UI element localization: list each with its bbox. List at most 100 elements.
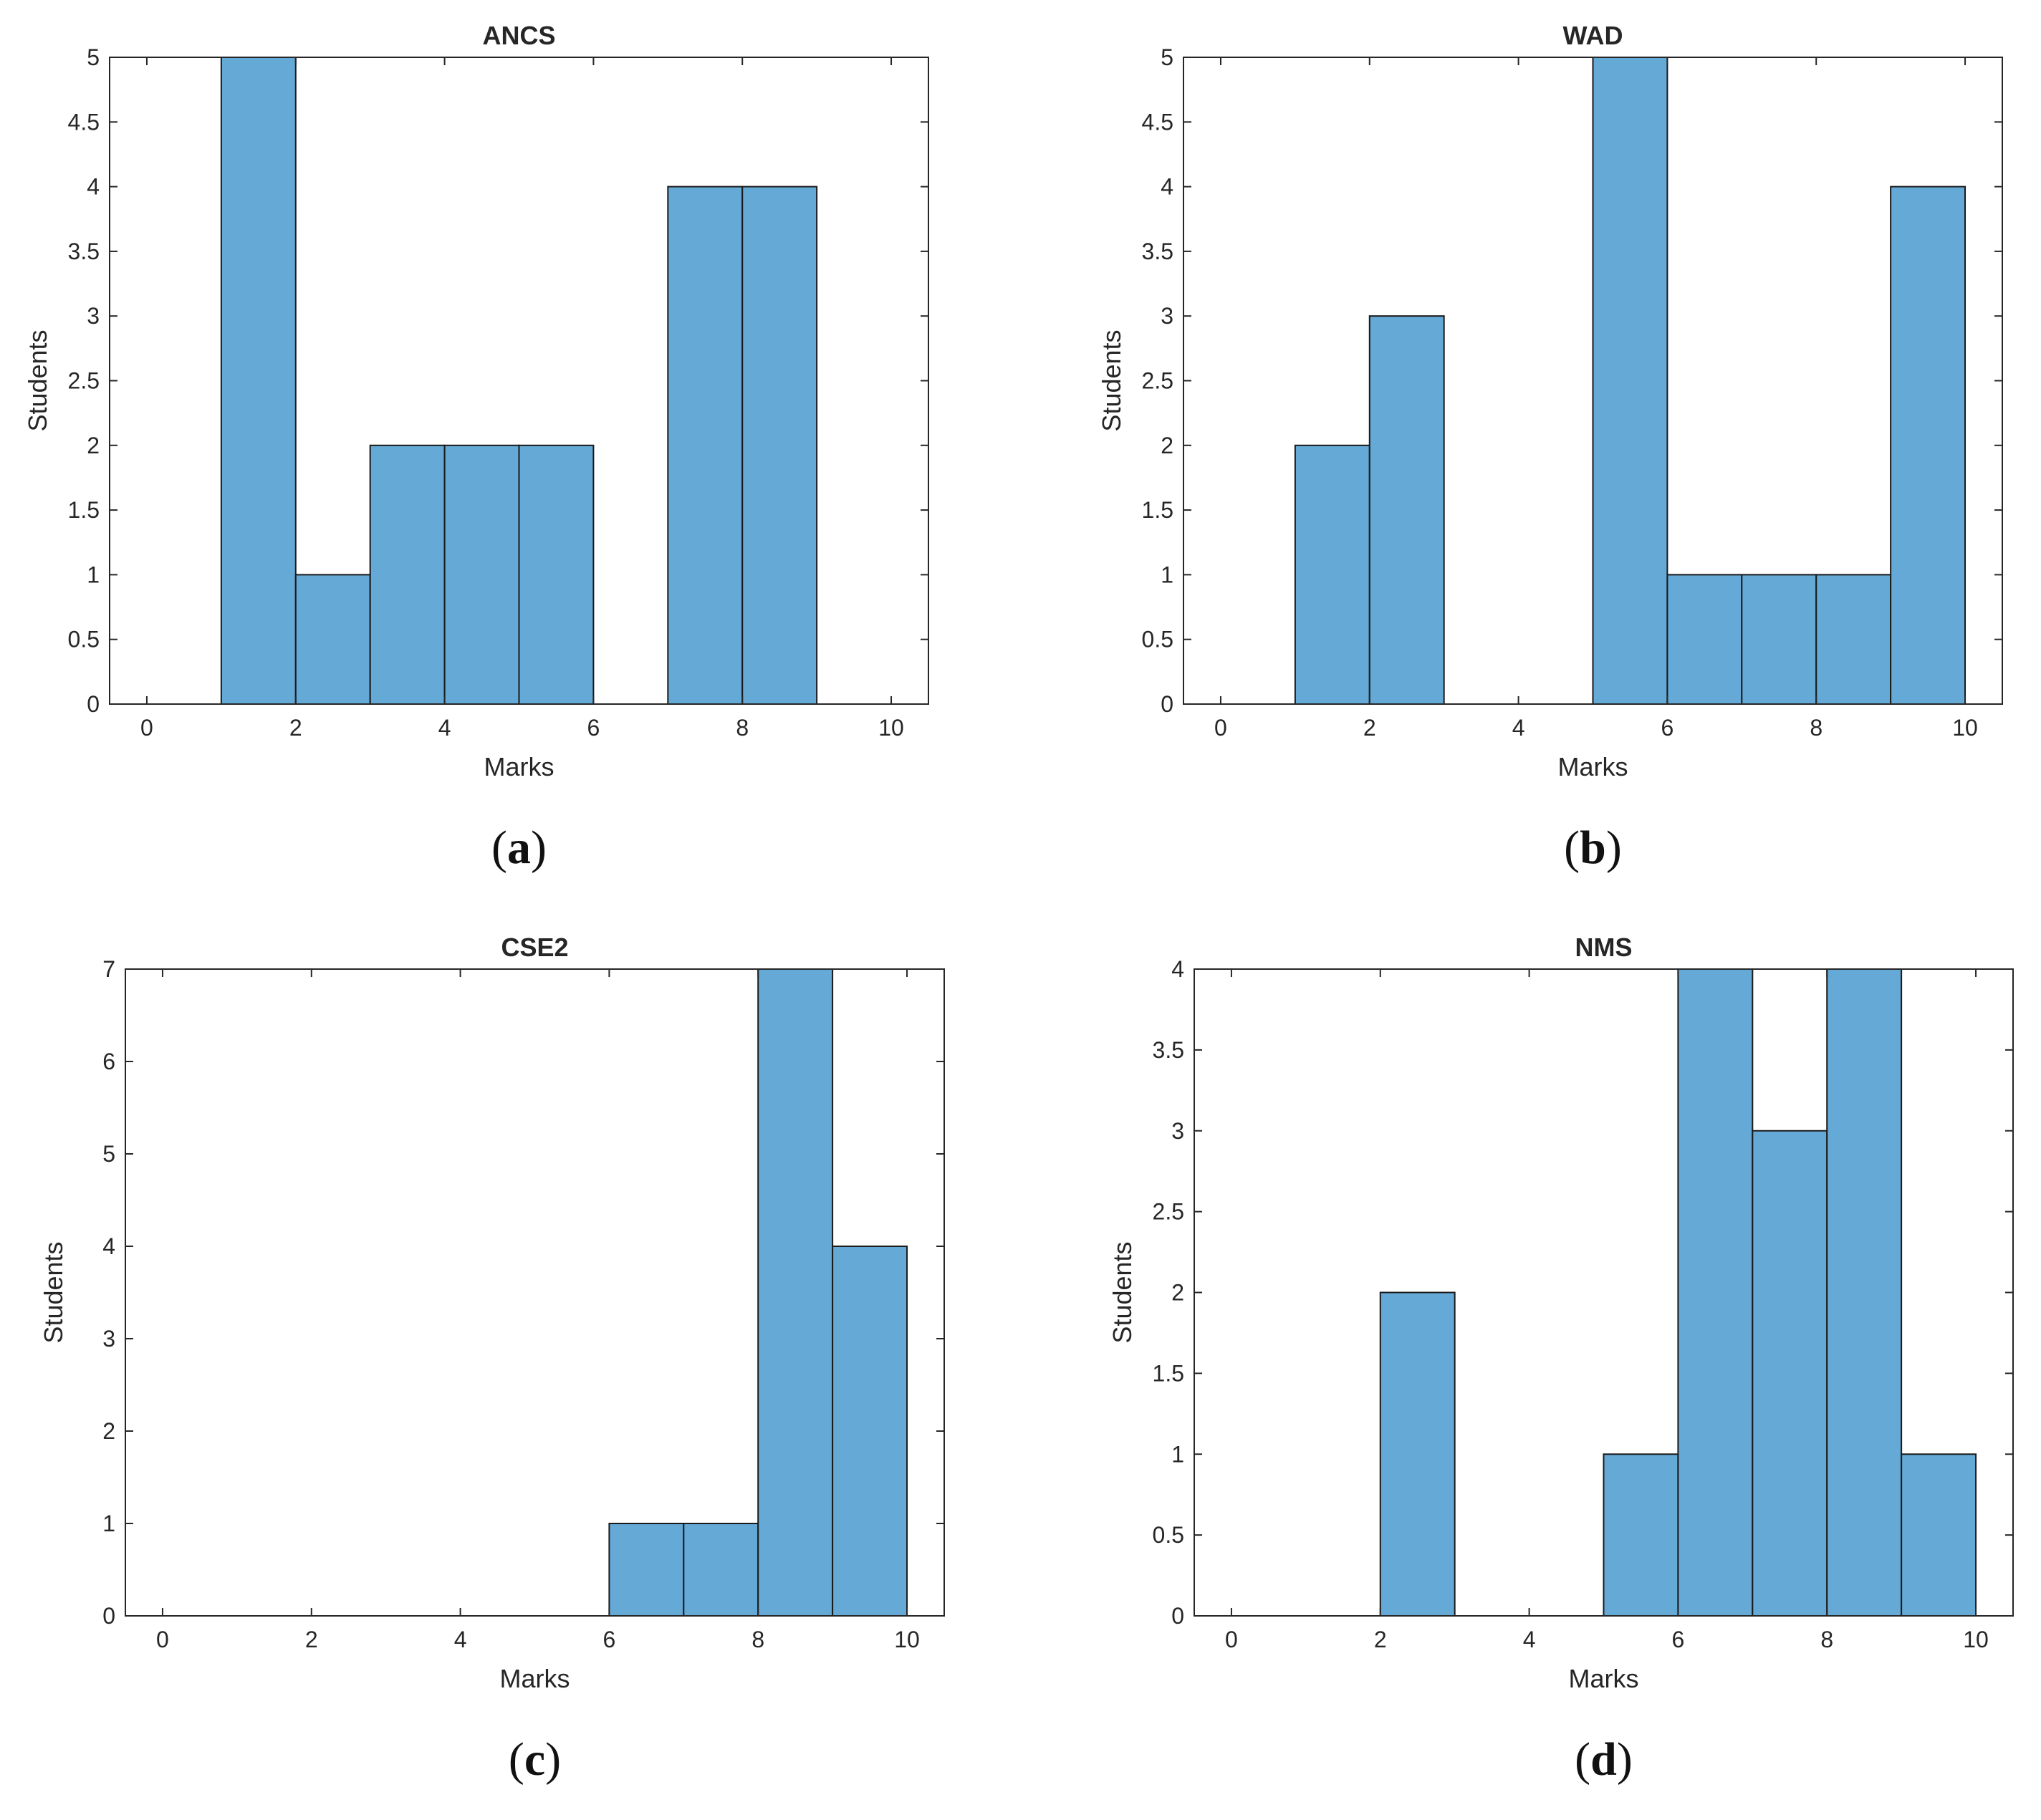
- y-tick-label: 3.5: [68, 239, 100, 264]
- y-tick-label: 6: [102, 1049, 115, 1074]
- y-tick-label: 3.5: [1142, 239, 1173, 264]
- chart-title: CSE2: [501, 933, 568, 962]
- y-tick-label: 2: [102, 1418, 115, 1444]
- histogram-bar: [1592, 57, 1668, 705]
- chart-panel-d: 0 2 4 6 8 10 0 0.5 1 1.5 2 2.5 3 3.5 4 NMS Marks Students…: [1108, 933, 2014, 1786]
- y-tick-label: 3: [1161, 303, 1173, 329]
- y-tick-label: 1: [1171, 1441, 1184, 1467]
- x-tick-label: 0: [156, 1627, 169, 1652]
- y-tick-label: 5: [87, 44, 100, 70]
- histogram-bar: [1826, 968, 1903, 1617]
- x-tick-label: 4: [1512, 715, 1525, 741]
- histogram-bar: [1752, 1130, 1828, 1617]
- x-tick-label: 6: [1661, 715, 1674, 741]
- histogram-bar: [1368, 315, 1445, 705]
- histogram-bar: [1666, 574, 1743, 706]
- y-tick-label: 1: [87, 562, 100, 587]
- histogram-bar: [220, 57, 297, 705]
- x-tick-label: 0: [1225, 1627, 1238, 1652]
- chart-panel-a: 0 2 4 6 8 10 0 0.5 1 1.5 2 2.5 3 3.5 4 4.5 5 ANCS Marks Stu…: [23, 21, 929, 874]
- y-tick-label: 5: [102, 1141, 115, 1167]
- panel-caption: (c): [509, 1733, 561, 1786]
- y-tick-label: 0: [1161, 691, 1173, 717]
- histogram-bar: [1294, 444, 1370, 705]
- y-tick-label: 1.5: [68, 497, 100, 523]
- panel-caption: (a): [491, 822, 547, 874]
- y-tick-label: 0.5: [68, 627, 100, 653]
- chart-title: NMS: [1575, 933, 1633, 962]
- histogram-bar: [667, 186, 744, 706]
- y-axis-label: Students: [1097, 329, 1126, 431]
- y-tick-label: 3: [87, 303, 100, 329]
- panel-caption: (d): [1575, 1733, 1633, 1786]
- y-tick-label: 2.5: [68, 368, 100, 394]
- y-tick-label: 1: [102, 1511, 115, 1536]
- histogram-bar: [518, 444, 595, 705]
- y-tick-label: 0.5: [1142, 627, 1173, 653]
- x-axis-label: Marks: [1569, 1664, 1639, 1693]
- histogram-bar: [369, 444, 446, 705]
- y-tick-label: 0.5: [1153, 1522, 1184, 1548]
- x-tick-label: 10: [1952, 715, 1978, 741]
- chart-panel-c: 0 2 4 6 8 10 0 1 2 3 4 5 6 7 CSE2 Marks Students (c): [39, 933, 945, 1786]
- y-tick-label: 3: [1171, 1118, 1184, 1144]
- histogram-bar: [1379, 1291, 1456, 1617]
- histogram-bar: [832, 1246, 908, 1617]
- x-tick-label: 8: [1810, 715, 1823, 741]
- histogram-bar: [443, 444, 520, 705]
- y-axis-label: Students: [23, 329, 52, 431]
- y-tick-label: 1.5: [1153, 1360, 1184, 1386]
- histogram-bar: [1677, 968, 1754, 1617]
- y-tick-label: 4: [102, 1233, 115, 1259]
- y-tick-label: 0: [87, 691, 100, 717]
- x-tick-label: 6: [587, 715, 600, 741]
- histogram-bar: [608, 1523, 685, 1617]
- y-tick-label: 3: [102, 1326, 115, 1352]
- x-tick-label: 2: [1363, 715, 1376, 741]
- histogram-bar: [1901, 1453, 1977, 1617]
- x-tick-label: 10: [878, 715, 904, 741]
- x-tick-label: 4: [438, 715, 451, 741]
- y-tick-label: 5: [1161, 44, 1173, 70]
- x-tick-label: 2: [1374, 1627, 1387, 1652]
- y-tick-label: 1.5: [1142, 497, 1173, 523]
- histogram-bar: [1890, 186, 1966, 706]
- y-tick-label: 3.5: [1153, 1037, 1184, 1063]
- y-tick-label: 0: [1171, 1603, 1184, 1629]
- y-tick-label: 1: [1161, 562, 1173, 587]
- chart-panel-b: 0 2 4 6 8 10 0 0.5 1 1.5 2 2.5 3 3.5 4 4.5 5 WAD Marks Stud…: [1097, 21, 2003, 874]
- histogram-bar: [757, 968, 834, 1617]
- y-tick-label: 4.5: [68, 109, 100, 135]
- x-tick-label: 8: [1820, 1627, 1833, 1652]
- x-tick-label: 10: [894, 1627, 920, 1652]
- histogram-bar: [1741, 574, 1817, 706]
- histogram-bar: [1603, 1453, 1679, 1617]
- x-tick-label: 4: [1523, 1627, 1536, 1652]
- x-tick-label: 6: [603, 1627, 616, 1652]
- x-axis-label: Marks: [500, 1664, 570, 1693]
- y-tick-label: 4: [1171, 956, 1184, 982]
- x-tick-label: 4: [454, 1627, 467, 1652]
- x-tick-label: 6: [1672, 1627, 1685, 1652]
- y-axis-label: Students: [1108, 1241, 1137, 1343]
- y-tick-label: 4.5: [1142, 109, 1173, 135]
- axes-box: [125, 968, 945, 1617]
- x-axis-label: Marks: [1558, 752, 1628, 781]
- x-axis-label: Marks: [484, 752, 554, 781]
- x-tick-label: 2: [289, 715, 302, 741]
- histogram-bar: [1815, 574, 1892, 706]
- x-tick-label: 8: [736, 715, 749, 741]
- x-tick-label: 2: [305, 1627, 318, 1652]
- y-axis-label: Students: [39, 1241, 68, 1343]
- y-tick-label: 4: [87, 174, 100, 200]
- y-tick-label: 7: [102, 956, 115, 982]
- y-tick-label: 4: [1161, 174, 1173, 200]
- x-tick-label: 8: [751, 1627, 764, 1652]
- histogram-bar: [683, 1523, 759, 1617]
- y-tick-label: 2.5: [1142, 368, 1173, 394]
- histogram-bar: [741, 186, 818, 706]
- y-tick-label: 2: [1161, 433, 1173, 458]
- histogram-bar: [294, 574, 371, 706]
- chart-title: ANCS: [482, 21, 555, 50]
